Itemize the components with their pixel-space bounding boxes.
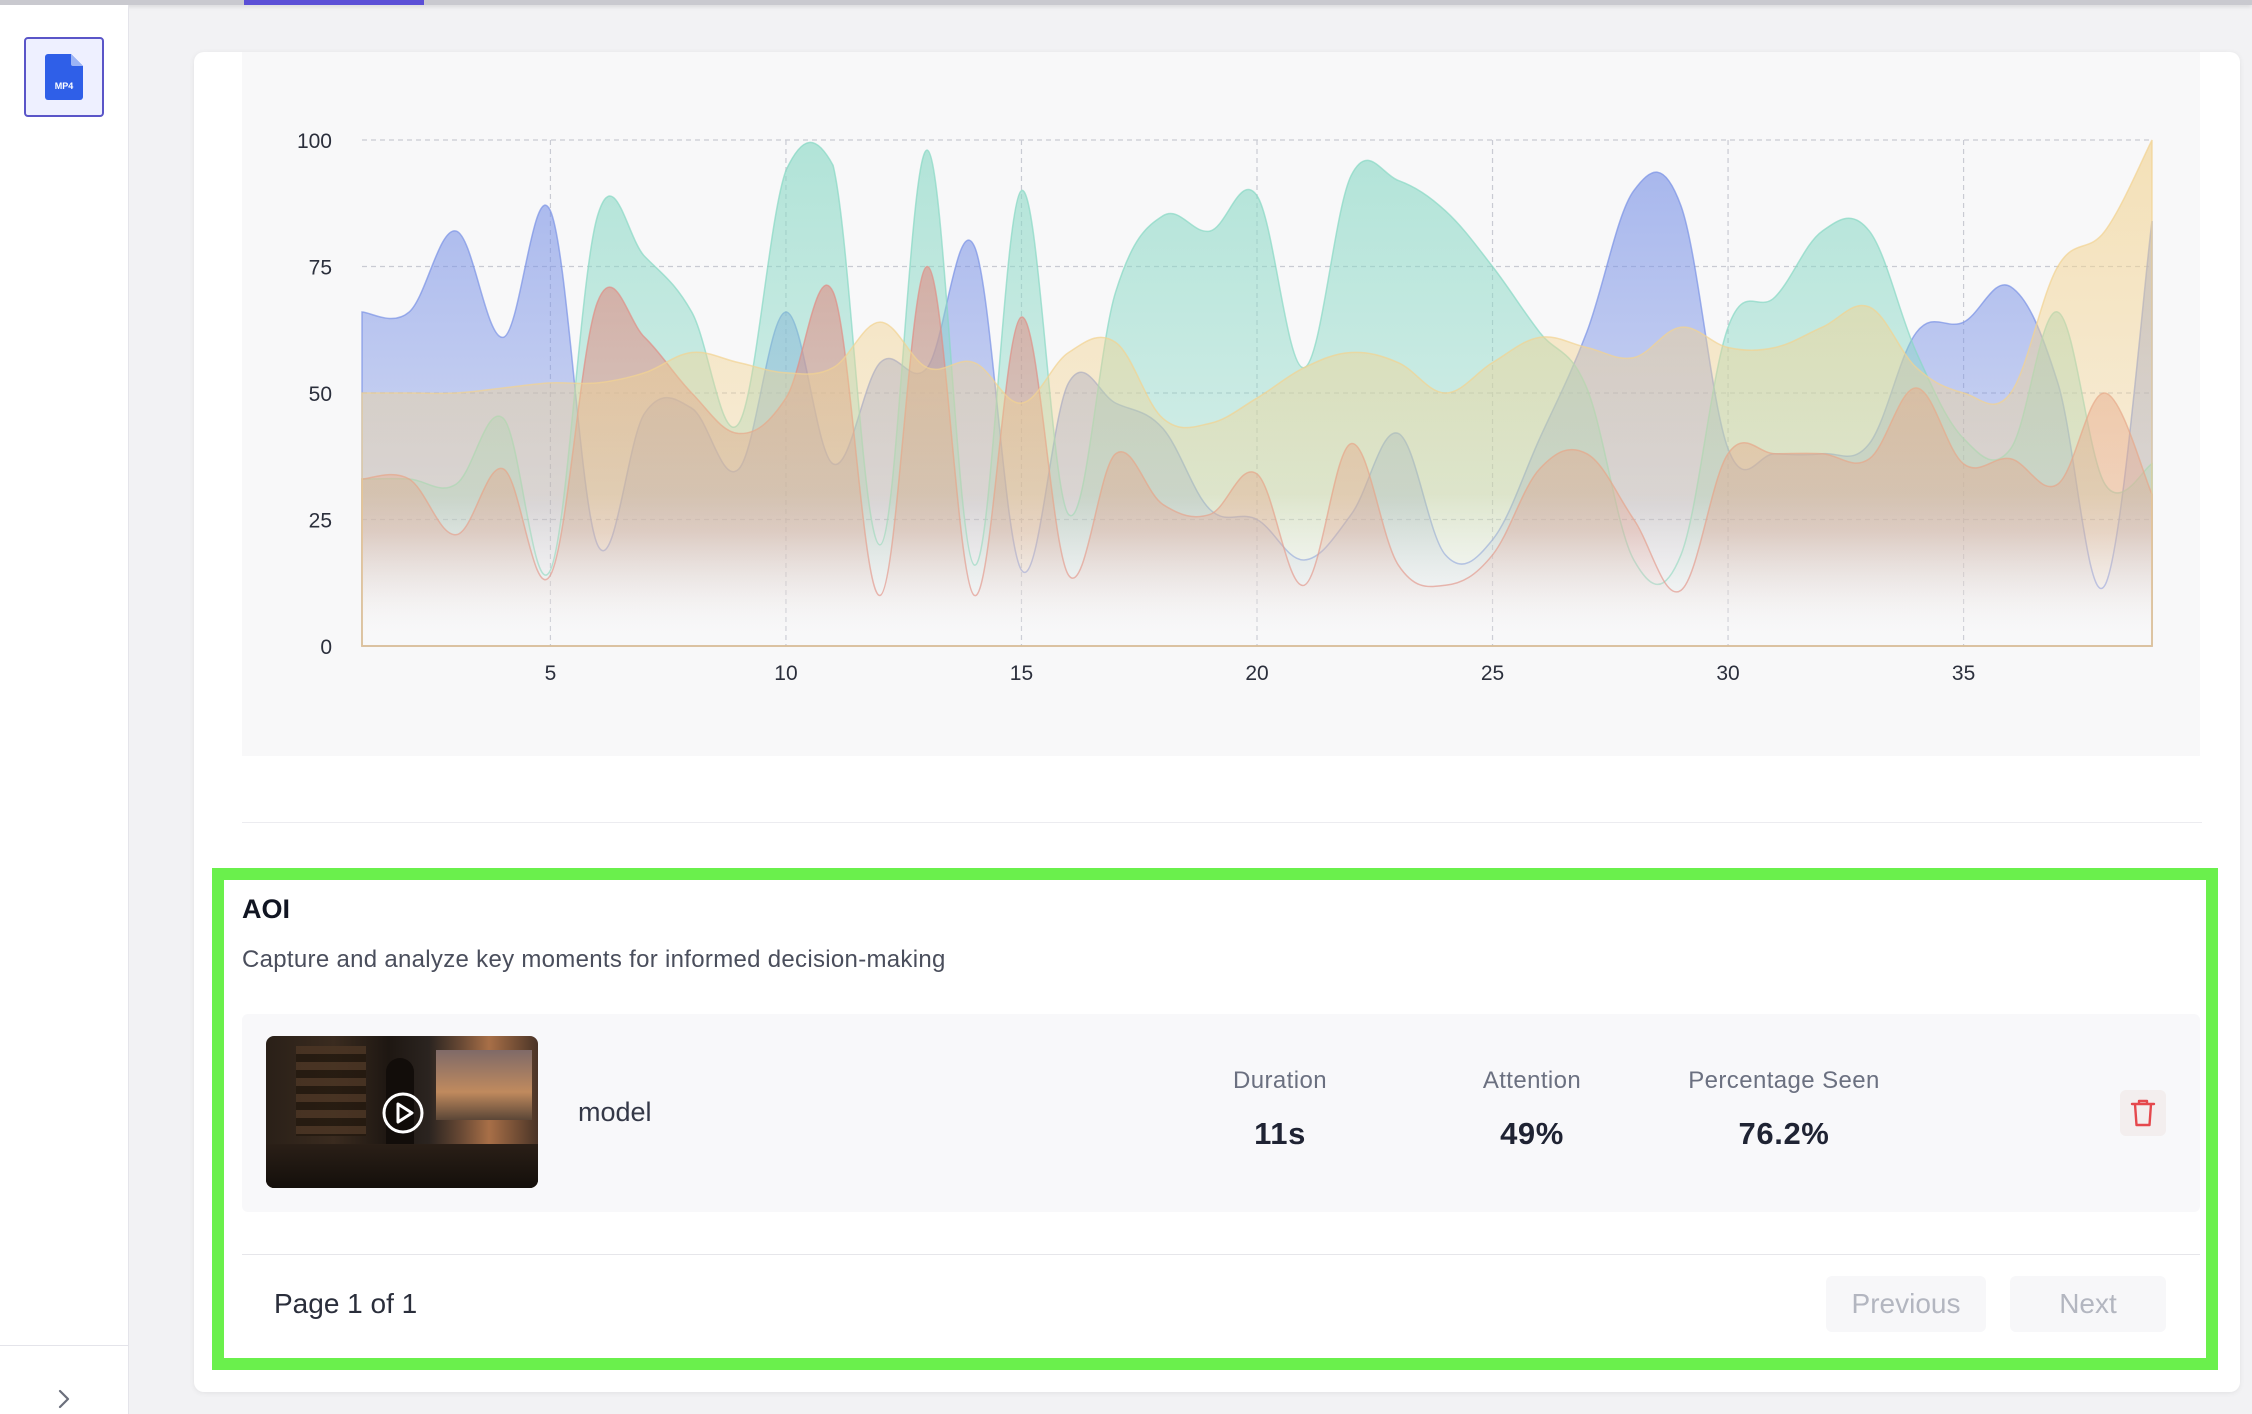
y-tick-label: 0 bbox=[320, 636, 332, 659]
x-tick-label: 25 bbox=[1481, 662, 1504, 685]
file-type-label: MP4 bbox=[55, 81, 74, 91]
aoi-title: AOI bbox=[242, 894, 291, 924]
y-tick-label: 50 bbox=[309, 383, 332, 406]
attention-label: Attention bbox=[1482, 1067, 1582, 1094]
attention-chart-panel: 0 25 50 75 100 5 10 15 20 25 30 35 bbox=[242, 52, 2200, 756]
sidebar: MP4 bbox=[0, 5, 129, 1414]
series-area-4 bbox=[361, 139, 2153, 647]
x-tick-label: 10 bbox=[774, 662, 797, 685]
aoi-highlight-frame bbox=[212, 868, 2218, 1370]
percentage-seen-label: Percentage Seen bbox=[1688, 1067, 1880, 1094]
page-indicator: Page 1 of 1 bbox=[274, 1288, 418, 1319]
sidebar-divider bbox=[0, 1345, 129, 1346]
duration-label: Duration bbox=[1233, 1067, 1327, 1094]
y-tick-label: 25 bbox=[309, 510, 332, 533]
next-page-button[interactable]: Next bbox=[2010, 1276, 2166, 1332]
y-tick-label: 75 bbox=[309, 257, 332, 280]
active-tab-indicator bbox=[244, 0, 424, 5]
video-thumbnail[interactable] bbox=[266, 1036, 538, 1188]
top-tab-bar bbox=[0, 0, 2252, 5]
mp4-file-icon: MP4 bbox=[45, 54, 83, 100]
aoi-subtitle: Capture and analyze key moments for info… bbox=[242, 946, 946, 973]
attention-value: 49% bbox=[1500, 1116, 1564, 1151]
x-tick-label: 30 bbox=[1716, 662, 1739, 685]
attention-area-chart: 0 25 50 75 100 5 10 15 20 25 30 35 bbox=[297, 130, 2153, 685]
percentage-seen-value: 76.2% bbox=[1738, 1116, 1830, 1151]
play-icon[interactable] bbox=[381, 1091, 425, 1135]
previous-page-button[interactable]: Previous bbox=[1826, 1276, 1986, 1332]
x-tick-label: 20 bbox=[1245, 662, 1268, 685]
x-tick-label: 35 bbox=[1952, 662, 1975, 685]
x-tick-label: 15 bbox=[1010, 662, 1033, 685]
trash-icon bbox=[2130, 1099, 2156, 1127]
pagination-divider bbox=[242, 1254, 2200, 1255]
aoi-item-name: model bbox=[578, 1097, 652, 1127]
expand-sidebar-button[interactable] bbox=[44, 1379, 84, 1414]
chevron-right-icon bbox=[58, 1389, 70, 1409]
file-thumbnail[interactable]: MP4 bbox=[24, 37, 104, 117]
section-divider bbox=[242, 822, 2202, 823]
x-tick-label: 5 bbox=[545, 662, 557, 685]
duration-value: 11s bbox=[1254, 1116, 1306, 1151]
aoi-list-item[interactable] bbox=[242, 1014, 2200, 1212]
y-tick-label: 100 bbox=[297, 130, 332, 153]
delete-aoi-button[interactable] bbox=[2120, 1090, 2166, 1136]
